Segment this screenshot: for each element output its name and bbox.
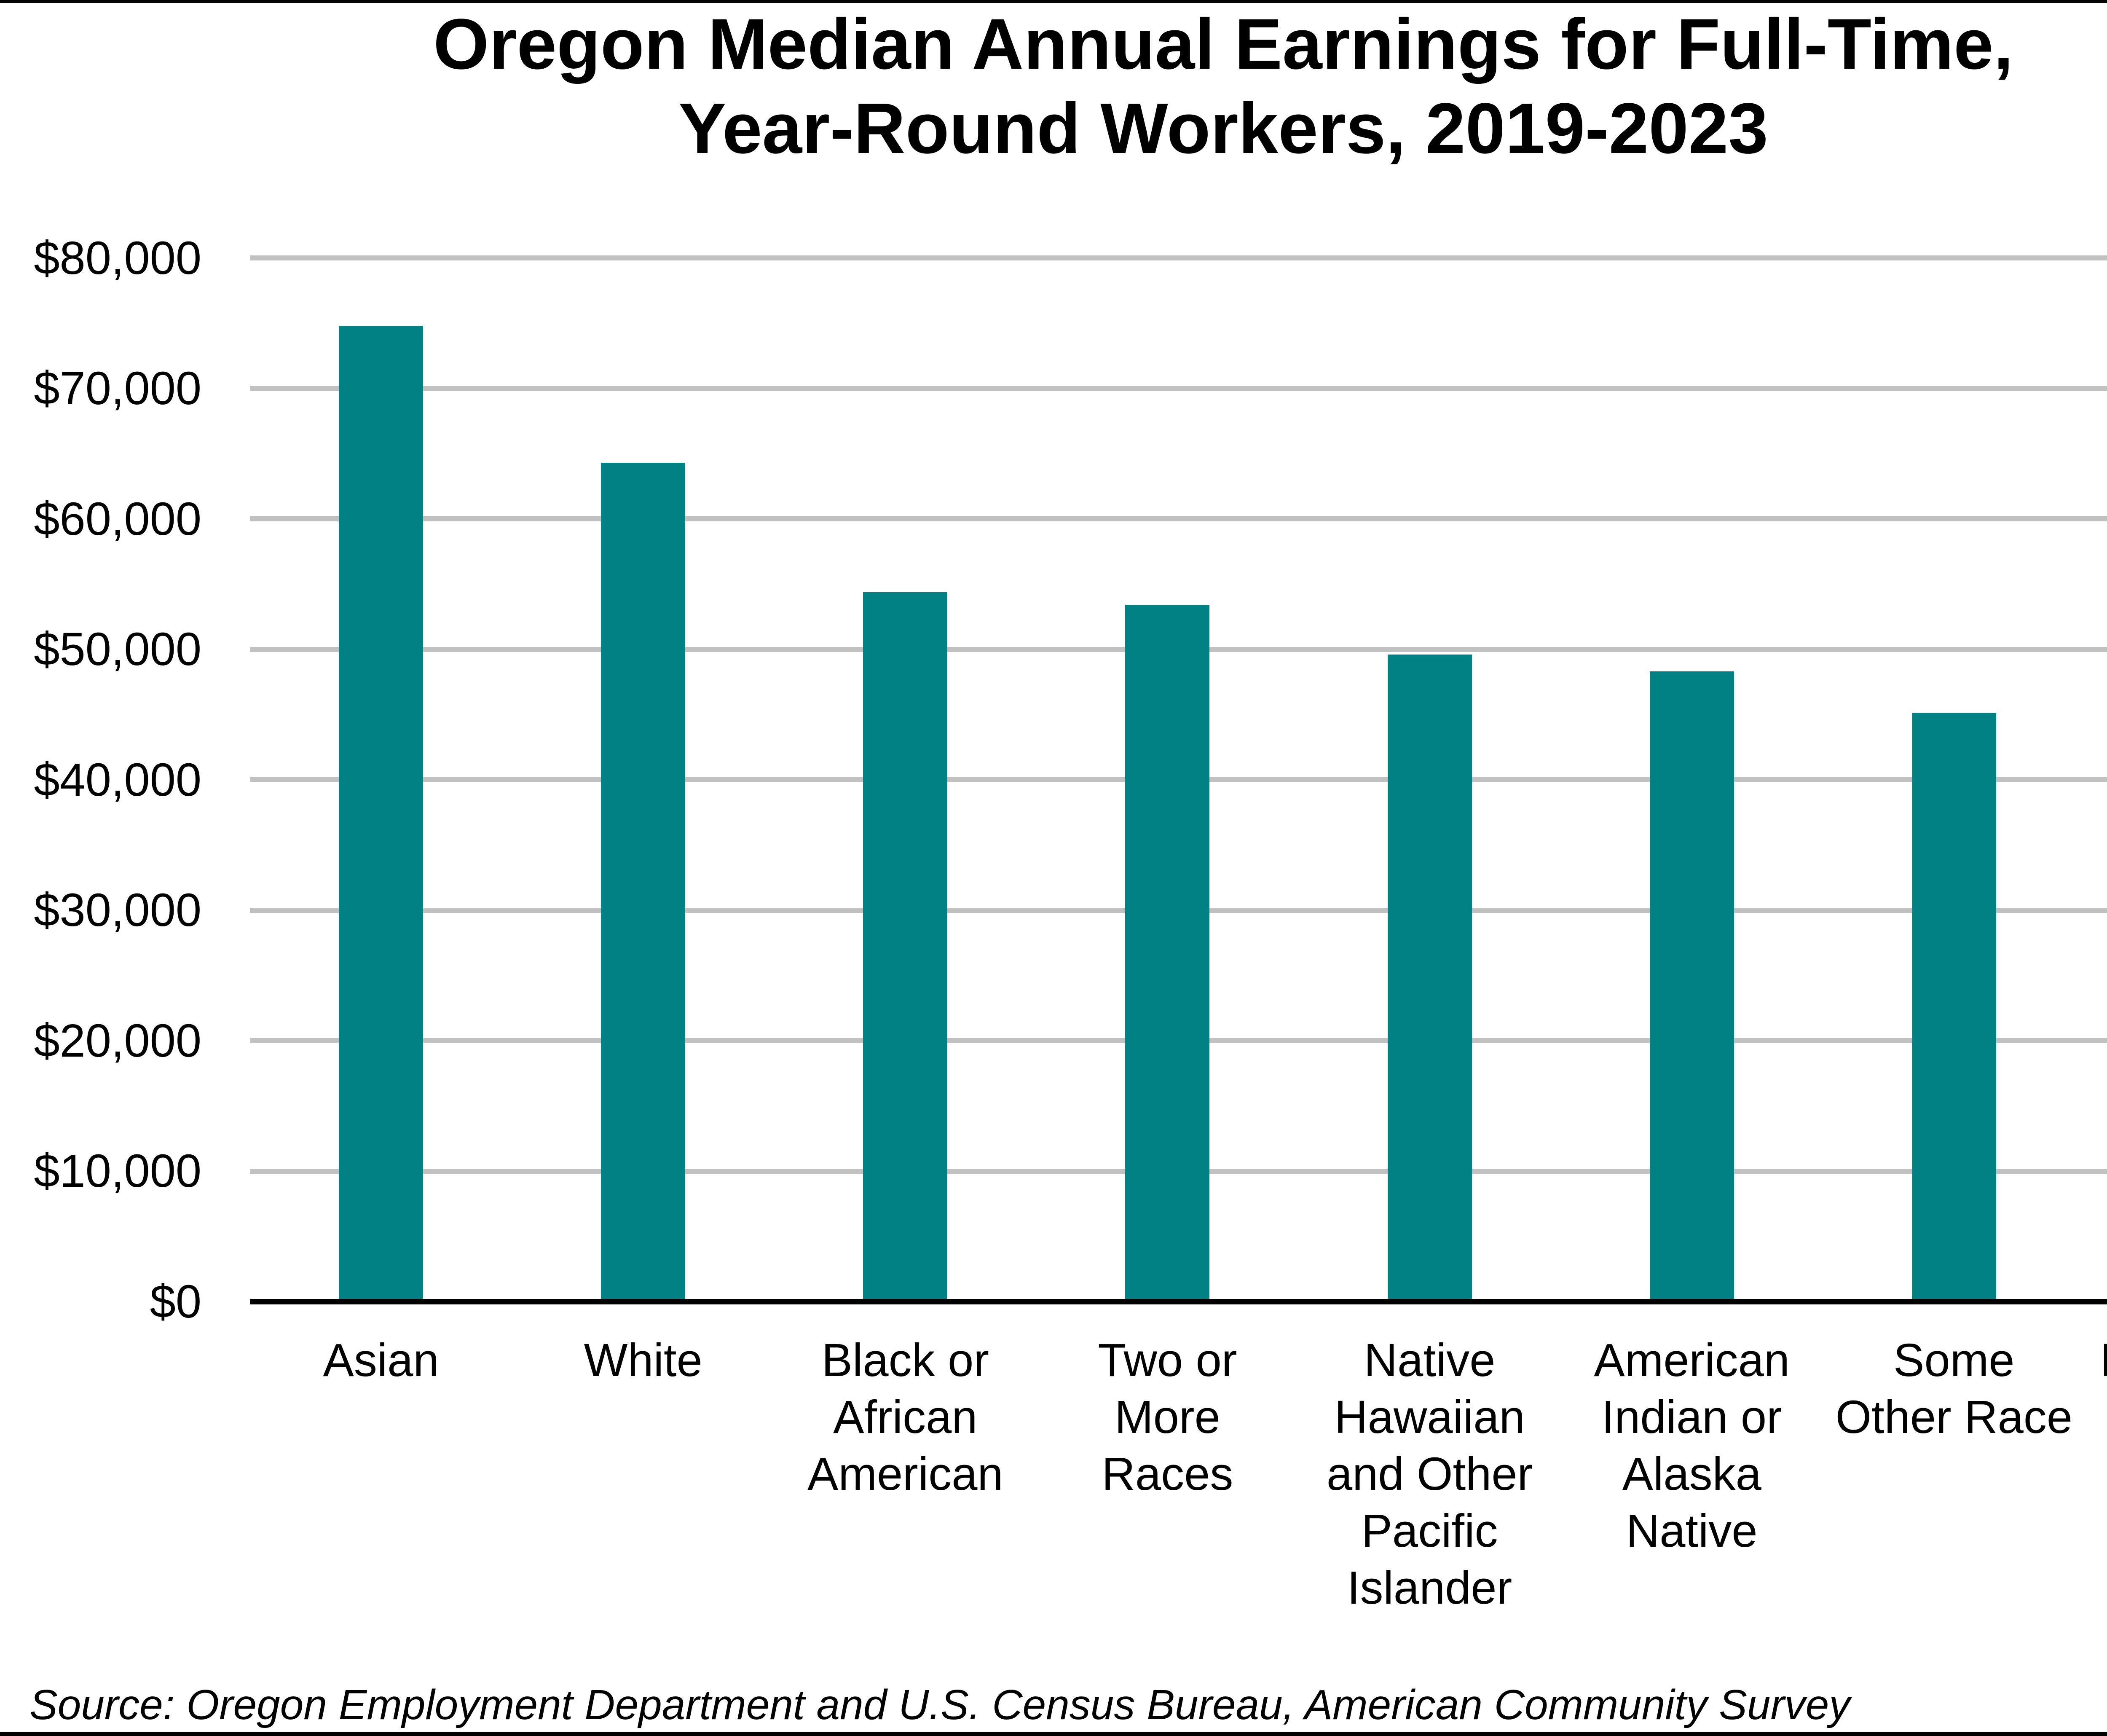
category-label-line: Black or xyxy=(821,1334,989,1386)
bar xyxy=(1125,605,1210,1299)
gridline xyxy=(250,386,2107,391)
chart-title-line-2: Year-Round Workers, 2019-2023 xyxy=(678,89,1768,169)
category-label-line: Native xyxy=(1626,1505,1758,1557)
category-label: Native Hawaiian and Other Pacific Islander xyxy=(1299,1332,1561,1616)
category-label-line: American xyxy=(1594,1334,1790,1386)
y-axis-tick-label: $20,000 xyxy=(34,1014,201,1067)
category-label-line: Pacific xyxy=(1361,1505,1498,1557)
y-axis-tick-label: $40,000 xyxy=(34,754,201,806)
category-label: White xyxy=(512,1332,774,1389)
category-label-line: Hawaiian xyxy=(1334,1391,1525,1443)
category-label-line: Islander xyxy=(1347,1562,1512,1614)
category-label-line: Other Race xyxy=(1835,1391,2073,1443)
category-label: Hispanic orLatino xyxy=(2085,1332,2107,1446)
y-axis-tick-label: $10,000 xyxy=(34,1145,201,1197)
category-label-line: Races xyxy=(1102,1448,1233,1500)
category-label-line: Two or xyxy=(1098,1334,1237,1386)
bar xyxy=(1911,712,1996,1299)
category-label: American Indian or Alaska Native xyxy=(1561,1332,1823,1559)
bar xyxy=(1387,655,1472,1299)
category-label: Some Other Race xyxy=(1823,1332,2085,1446)
category-label-line: Hispanic or xyxy=(2085,1332,2107,1389)
source-note: Source: Oregon Employment Department and… xyxy=(29,1681,1850,1728)
category-label-line: Latino xyxy=(2085,1389,2107,1446)
y-axis-tick-label: $80,000 xyxy=(34,232,201,284)
bar xyxy=(863,592,948,1299)
bar xyxy=(601,463,686,1299)
bottom-border-rule xyxy=(0,1732,2107,1736)
top-border-rule xyxy=(0,0,2107,3)
bar xyxy=(339,326,424,1299)
y-axis-tick-label: $70,000 xyxy=(34,362,201,414)
gridline xyxy=(250,516,2107,521)
category-label-line: American xyxy=(807,1448,1003,1500)
category-label: Asian xyxy=(250,1332,512,1389)
y-axis-tick-label: $60,000 xyxy=(34,493,201,545)
bar xyxy=(1649,671,1734,1299)
category-label-line: Asian xyxy=(323,1334,439,1386)
x-axis-line xyxy=(250,1299,2107,1304)
category-label: Black or African American xyxy=(774,1332,1036,1503)
chart-title-line-1: Oregon Median Annual Earnings for Full-T… xyxy=(433,4,2013,84)
category-label: Two or More Races xyxy=(1036,1332,1298,1503)
category-label-line: Native xyxy=(1364,1334,1496,1386)
y-axis-tick-label: $30,000 xyxy=(34,884,201,936)
chart-title: Oregon Median Annual Earnings for Full-T… xyxy=(0,2,2107,171)
category-label-line: and Other xyxy=(1326,1448,1533,1500)
category-label-line: African xyxy=(833,1391,978,1443)
category-label-line: Some xyxy=(1893,1334,2015,1386)
category-label-line: Alaska xyxy=(1622,1448,1761,1500)
category-label-line: Indian or xyxy=(1601,1391,1782,1443)
y-axis-tick-label: $50,000 xyxy=(34,623,201,675)
gridline xyxy=(250,255,2107,260)
y-axis-tick-label: $0 xyxy=(150,1275,201,1328)
category-label-line: More xyxy=(1115,1391,1220,1443)
category-label-line: White xyxy=(584,1334,702,1386)
